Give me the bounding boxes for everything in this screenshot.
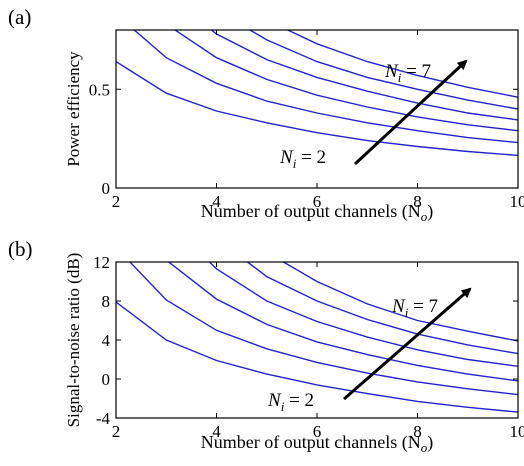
series-line-b-1 — [116, 301, 518, 413]
xtick-label-a-2: 6 — [313, 192, 322, 211]
annotation-high-a-main: N — [384, 61, 399, 82]
annotation-low-b-sub: i — [281, 399, 285, 414]
annotation-low-b: Ni = 2 — [267, 390, 314, 414]
xlabel-a-sub: o — [421, 209, 428, 224]
annotation-high-b-main: N — [391, 296, 406, 317]
series-line-b-3 — [167, 262, 518, 382]
xtick-label-b-3: 8 — [413, 422, 422, 441]
xlabel-a-main: Number of output channels (N — [201, 201, 421, 222]
panel-b: (b) 2 4 6 8 10 -4 0 4 8 12 Signal-to-noise ratio … — [8, 237, 524, 455]
annotation-low-b-value: = 2 — [284, 390, 314, 411]
series-line-a-4 — [210, 30, 518, 121]
xlabel-a-tail: ) — [427, 201, 433, 222]
trend-arrow-a — [353, 59, 468, 166]
ytick-label-b-1: 0 — [102, 370, 111, 389]
ticks-b: 2 4 6 8 10 -4 0 4 8 12 — [93, 253, 524, 441]
annotation-high-a-sub: i — [398, 70, 402, 85]
annotation-low-b-main: N — [267, 390, 282, 411]
xlabel-b-tail: ) — [427, 432, 433, 453]
annotation-low-a: Ni = 2 — [279, 147, 326, 171]
ytick-label-b-3: 8 — [102, 292, 111, 311]
xtick-label-a-3: 8 — [413, 192, 422, 211]
series-line-a-3 — [173, 30, 518, 132]
series-line-b-6 — [282, 262, 518, 342]
xtick-label-a-1: 4 — [212, 192, 221, 211]
annotation-low-a-sub: i — [293, 156, 297, 171]
trend-arrow-b — [343, 287, 472, 401]
xtick-label-b-0: 2 — [112, 422, 121, 441]
xtick-label-b-2: 6 — [313, 422, 322, 441]
xlabel-b-main: Number of output channels (N — [201, 432, 421, 453]
ytick-label-b-2: 4 — [102, 331, 111, 350]
ylabel-b: Signal-to-noise ratio (dB) — [64, 253, 83, 428]
annotation-high-b-value: = 7 — [408, 296, 438, 317]
annotation-low-a-main: N — [279, 147, 294, 168]
series-line-a-2 — [133, 30, 518, 144]
series-line-b-2 — [128, 262, 518, 396]
xlabel-b-sub: o — [421, 440, 428, 455]
annotation-high-b: Ni = 7 — [391, 296, 438, 320]
xlabel-a: Number of output channels (No) — [201, 201, 433, 224]
panel-label-a: (a) — [8, 5, 31, 29]
panel-a: (a) 2 4 6 8 10 0 0.5 Power efficiency Number o… — [8, 5, 524, 224]
ticks-a: 2 4 6 8 10 0 0.5 — [89, 30, 524, 211]
series-line-b-4 — [208, 262, 518, 367]
series-group-a — [116, 30, 518, 157]
ytick-label-a-1: 0.5 — [89, 80, 110, 99]
xlabel-b: Number of output channels (No) — [201, 432, 433, 455]
panel-label-b: (b) — [8, 237, 33, 261]
ytick-label-b-0: -4 — [96, 409, 111, 428]
ytick-label-b-4: 12 — [93, 253, 110, 272]
series-line-b-5 — [246, 262, 518, 355]
ytick-label-a-0: 0 — [102, 179, 111, 198]
xtick-label-b-1: 4 — [212, 422, 221, 441]
annotation-high-a: Ni = 7 — [384, 61, 431, 85]
xtick-label-b-4: 10 — [510, 422, 524, 441]
xtick-label-a-4: 10 — [510, 192, 524, 211]
annotation-high-b-sub: i — [405, 305, 409, 320]
plot-frame-b — [115, 261, 519, 419]
annotation-low-a-value: = 2 — [296, 147, 326, 168]
xtick-label-a-0: 2 — [112, 192, 121, 211]
series-line-a-1 — [116, 61, 518, 157]
series-line-a-5 — [248, 30, 518, 110]
series-line-a-6 — [286, 30, 518, 98]
ylabel-a: Power efficiency — [64, 51, 83, 167]
annotation-high-a-value: = 7 — [401, 61, 431, 82]
series-group-b — [116, 262, 518, 413]
